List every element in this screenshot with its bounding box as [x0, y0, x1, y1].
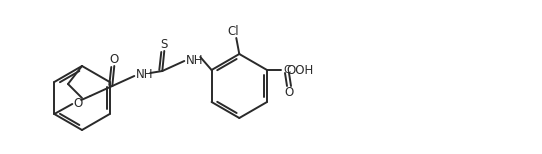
Text: S: S	[160, 38, 168, 51]
Text: O: O	[285, 87, 294, 99]
Text: NH: NH	[136, 67, 153, 81]
Text: Cl: Cl	[228, 24, 239, 38]
Text: C: C	[283, 65, 291, 75]
Text: O: O	[109, 53, 119, 65]
Text: O: O	[74, 97, 83, 109]
Text: OOH: OOH	[286, 63, 314, 77]
Text: NH: NH	[185, 53, 203, 67]
